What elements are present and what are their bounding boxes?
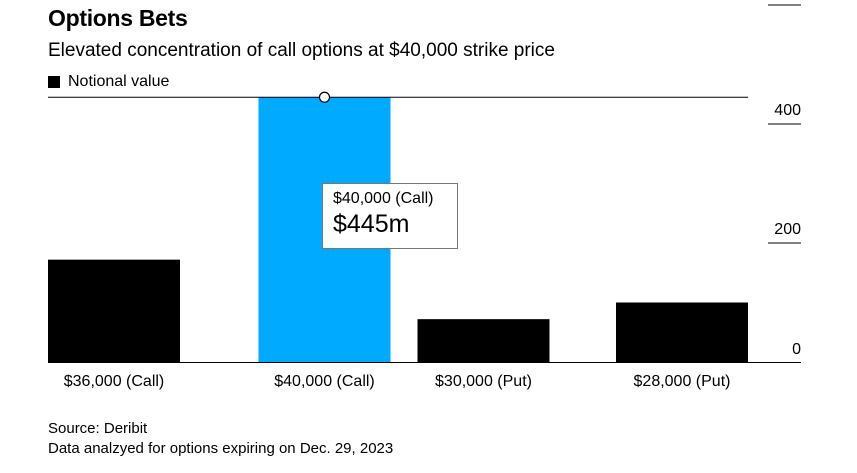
bar-3 [417, 319, 550, 362]
tooltip: $40,000 (Call) $445m [322, 183, 458, 249]
data-note: Data analzyed for options expiring on De… [48, 440, 394, 457]
chart-subtitle: Elevated concentration of call options a… [48, 40, 555, 61]
bar-1 [48, 259, 180, 362]
y-tick-label: 400 [774, 102, 801, 119]
x-tick-label: $36,000 (Call) [64, 373, 165, 390]
y-tick-label: 200 [774, 221, 801, 238]
tooltip-marker-point [318, 91, 331, 103]
legend-label: Notional value [68, 73, 170, 90]
bar-chart: $36,000 (Call) $40,000 (Call) $30,000 (Put… [48, 4, 801, 390]
x-tick-label: $30,000 (Put) [435, 373, 532, 390]
bar-4 [616, 302, 748, 362]
y-tick-label: 0 [792, 341, 801, 358]
tooltip-category: $40,000 (Call) [333, 190, 434, 207]
x-tick-label: $40,000 (Call) [274, 373, 375, 390]
legend-swatch [48, 76, 60, 88]
source-note: Source: Deribit [48, 420, 148, 437]
x-tick-label: $28,000 (Put) [634, 373, 731, 390]
tooltip-value: $445m [333, 210, 410, 238]
legend: Notional value [48, 73, 169, 91]
chart-title: Options Bets [48, 5, 188, 31]
